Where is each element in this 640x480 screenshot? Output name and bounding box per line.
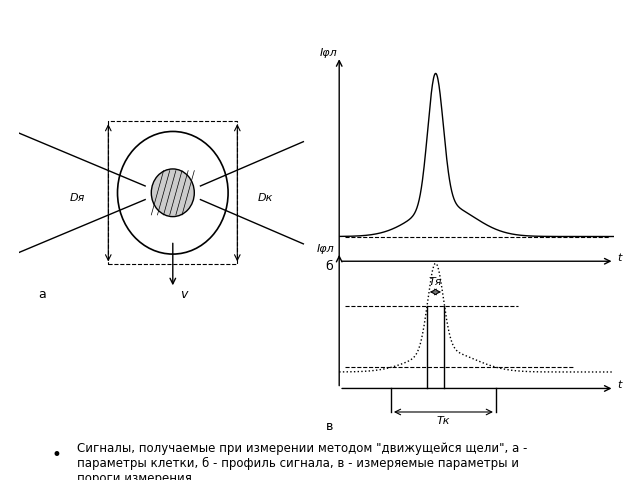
Text: •: • <box>51 446 61 465</box>
Text: Tк: Tк <box>436 416 450 426</box>
Text: а: а <box>38 288 46 301</box>
Text: Dк: Dк <box>257 193 273 204</box>
Text: Iφл: Iφл <box>319 48 337 59</box>
Ellipse shape <box>151 169 195 216</box>
Text: в: в <box>326 420 333 432</box>
Text: Tя: Tя <box>429 277 442 287</box>
Text: t: t <box>618 253 622 263</box>
Text: v: v <box>180 288 188 301</box>
Text: Dя: Dя <box>70 193 85 204</box>
Text: t: t <box>618 381 622 390</box>
Text: Iφл: Iφл <box>317 244 334 254</box>
Text: Сигналы, получаемые при измерении методом "движущейся щели", а -
параметры клетк: Сигналы, получаемые при измерении методо… <box>77 442 527 480</box>
Text: б: б <box>326 260 333 273</box>
